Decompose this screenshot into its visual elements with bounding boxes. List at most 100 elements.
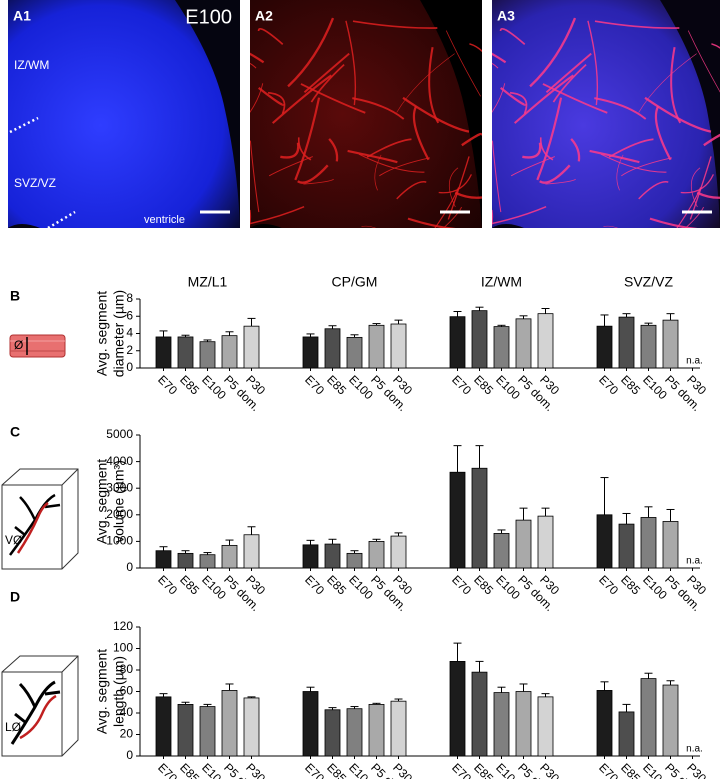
- vessel: [603, 225, 619, 228]
- vessel: [492, 140, 502, 213]
- group-label: MZ/L1: [188, 274, 228, 290]
- y-axis-label: diameter (µm): [111, 290, 127, 377]
- bar: [368, 541, 385, 569]
- vessel: [258, 87, 285, 106]
- bar: [155, 550, 172, 569]
- vessel: [594, 20, 680, 29]
- bar: [493, 692, 510, 757]
- bar: [471, 671, 488, 757]
- icon-cube: [1, 655, 79, 757]
- vessel: [587, 20, 599, 106]
- vessel: [345, 20, 357, 106]
- group-label: IZ/WM: [481, 274, 522, 290]
- y-tick-label: 80: [120, 662, 134, 676]
- na-label: n.a.: [686, 356, 703, 367]
- x-tick-label: E70: [449, 572, 474, 597]
- vessel: [361, 225, 377, 228]
- bar: [449, 316, 466, 369]
- vessel: [600, 153, 667, 173]
- bar: [537, 313, 554, 369]
- bar: [390, 535, 407, 569]
- vessel: [594, 97, 647, 120]
- y-tick-label: 1000: [106, 534, 133, 548]
- vessel: [297, 164, 329, 184]
- bar: [155, 336, 172, 369]
- vessel: [542, 83, 608, 114]
- vessel: [670, 47, 682, 124]
- vessel: [687, 30, 720, 93]
- vessel: [492, 52, 507, 64]
- bar: [662, 684, 679, 757]
- bar: [537, 696, 554, 757]
- panel-label: A3: [497, 8, 515, 24]
- image-a1: [8, 0, 240, 230]
- panel-label: A2: [255, 8, 273, 24]
- bar: [640, 517, 657, 569]
- vessel: [552, 64, 587, 103]
- bar: [493, 326, 510, 369]
- y-tick-label: 0: [126, 748, 133, 762]
- region-label: IZ/WM: [14, 58, 49, 72]
- x-tick-label: E70: [302, 572, 327, 597]
- vessel: [492, 209, 494, 227]
- vessel: [684, 206, 704, 228]
- bar: [177, 552, 194, 569]
- vessel: [358, 153, 425, 173]
- bar: [596, 690, 613, 757]
- bar: [662, 521, 679, 569]
- panel-label: D: [10, 589, 20, 605]
- bar: [199, 341, 216, 369]
- vessel: [379, 157, 431, 177]
- x-tick-label: E100: [346, 372, 376, 402]
- panel-label: A1: [13, 8, 31, 24]
- x-tick-label: E100: [199, 572, 229, 602]
- bar: [390, 700, 407, 757]
- vessel: [445, 30, 481, 97]
- landmark-label: ventricle: [144, 214, 185, 226]
- y-axis-label: Avg. segment: [94, 291, 110, 376]
- x-tick-label: E70: [155, 372, 180, 397]
- vessel: [539, 164, 571, 184]
- x-tick-label: E70: [155, 572, 180, 597]
- vessel: [366, 138, 412, 158]
- vessel: [250, 52, 265, 64]
- vessel: [250, 62, 257, 69]
- x-tick-label: E100: [640, 572, 670, 602]
- na-label: n.a.: [686, 744, 703, 755]
- bar: [243, 534, 260, 569]
- x-tick-label: E85: [177, 372, 202, 397]
- bar: [596, 325, 613, 369]
- y-tick-label: 2000: [106, 507, 133, 521]
- y-tick-label: 120: [113, 619, 133, 633]
- bar: [640, 324, 657, 369]
- bar: [177, 704, 194, 757]
- vessel: [412, 105, 430, 161]
- bar: [449, 471, 466, 569]
- vessel: [638, 181, 669, 200]
- bar: [221, 335, 238, 369]
- icon-tube: [9, 334, 66, 358]
- group-label: CP/GM: [332, 274, 378, 290]
- vessel: [654, 105, 672, 161]
- bar: [346, 708, 363, 757]
- bar: [221, 544, 238, 569]
- bar: [515, 519, 532, 569]
- bar: [618, 711, 635, 757]
- vessel: [608, 138, 654, 158]
- bar: [302, 336, 319, 369]
- bar: [471, 310, 488, 369]
- vessel: [514, 74, 574, 124]
- vessel: [352, 20, 438, 29]
- vessel: [280, 142, 300, 159]
- vessel: [303, 52, 350, 94]
- bar: [221, 690, 238, 757]
- vessel: [402, 96, 470, 133]
- vessel: [287, 17, 335, 88]
- vessel: [500, 87, 527, 106]
- vessel: [492, 83, 506, 113]
- vessel: [454, 191, 482, 199]
- y-tick-label: 100: [113, 641, 133, 655]
- vessel: [509, 91, 528, 114]
- vessel: [703, 133, 720, 147]
- icon-label: LØ: [5, 720, 21, 734]
